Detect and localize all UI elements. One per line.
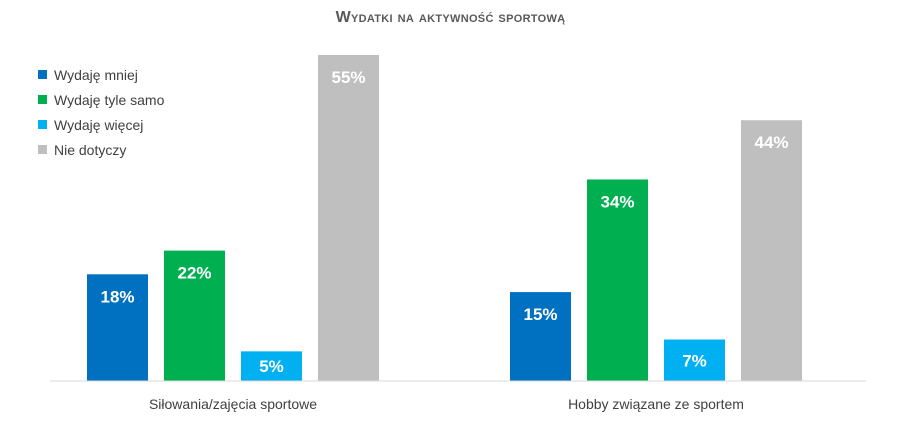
bar xyxy=(87,274,148,381)
bar xyxy=(164,250,225,381)
bar-value-label: 34% xyxy=(600,192,634,211)
bar xyxy=(741,120,802,381)
category-label: Hobby związane ze sportem xyxy=(568,396,744,412)
bar xyxy=(510,292,571,381)
bar-value-label: 55% xyxy=(331,68,365,87)
legend-item: Wydaję tyle samo xyxy=(38,87,164,112)
bar-value-label: 7% xyxy=(682,351,707,370)
chart-title: Wydatki na aktywność sportową xyxy=(335,9,566,26)
legend-swatch xyxy=(38,120,47,129)
legend-swatch xyxy=(38,95,47,104)
legend-item: Nie dotyczy xyxy=(38,137,164,162)
bar-value-label: 18% xyxy=(100,287,134,306)
legend-label: Wydaję mniej xyxy=(54,66,138,83)
legend-label: Wydaję tyle samo xyxy=(54,91,165,108)
legend-swatch xyxy=(38,70,47,79)
bars-group: 18% 22% 5% 55% 15% 34% 7% 44% xyxy=(87,55,802,381)
legend-swatch xyxy=(38,145,47,154)
bar xyxy=(318,55,379,381)
category-labels: Siłowania/zajęcia sportowe Hobby związane… xyxy=(149,396,744,412)
bar-value-label: 5% xyxy=(259,357,284,376)
bar-value-label: 44% xyxy=(754,133,788,152)
legend-label: Wydaję więcej xyxy=(54,116,144,133)
bar-value-label: 15% xyxy=(523,305,557,324)
bar-value-label: 22% xyxy=(177,264,211,283)
bar xyxy=(241,351,302,381)
bar xyxy=(664,339,725,381)
bar xyxy=(587,179,648,381)
legend-label: Nie dotyczy xyxy=(54,141,127,158)
category-label: Siłowania/zajęcia sportowe xyxy=(149,396,317,412)
legend: Wydaję mniej Wydaję tyle samo Wydaję wię… xyxy=(38,62,164,162)
legend-item: Wydaję więcej xyxy=(38,112,164,137)
legend-item: Wydaję mniej xyxy=(38,62,164,87)
